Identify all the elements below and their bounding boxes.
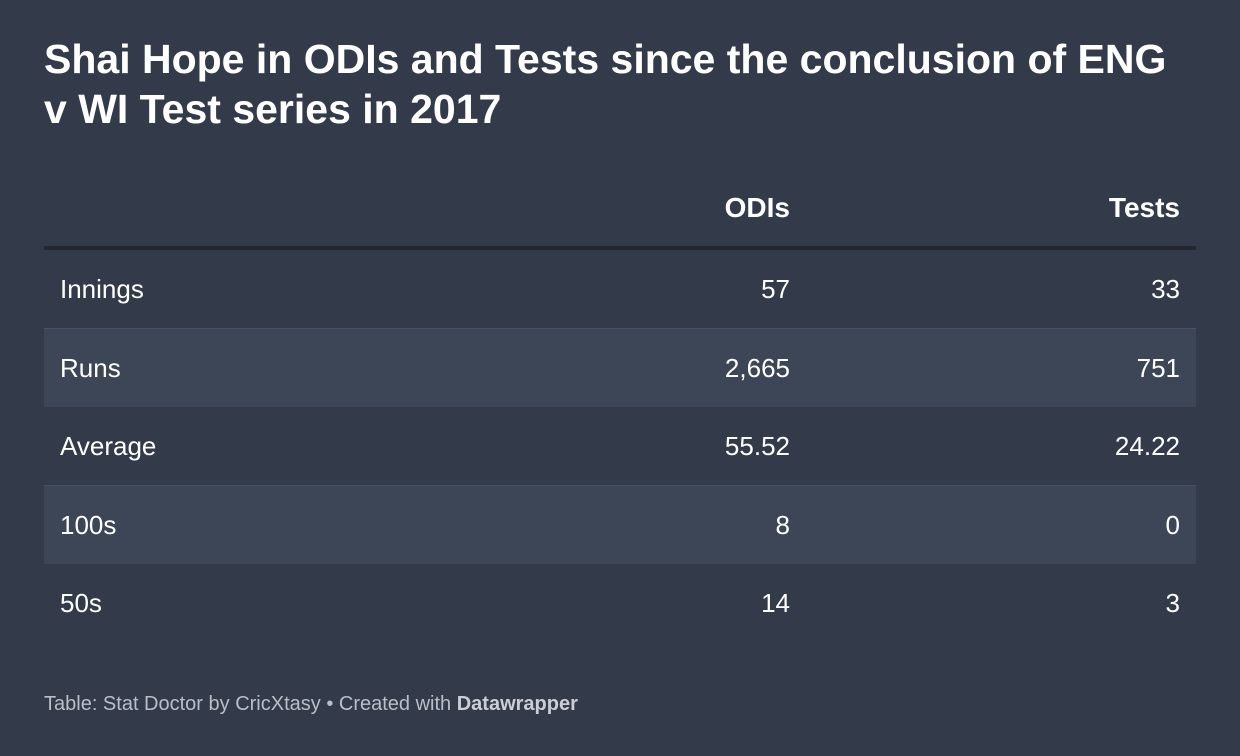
tests-value: 33	[1151, 273, 1180, 304]
row-label: Innings	[60, 273, 144, 304]
table-header-row: ODIs Tests	[44, 180, 1196, 250]
row-label: Average	[60, 430, 157, 461]
header-cell-label	[44, 180, 454, 192]
row-label: 100s	[60, 509, 117, 540]
tests-value: 24.22	[1114, 430, 1180, 461]
page-title: Shai Hope in ODIs and Tests since the co…	[44, 36, 1167, 132]
footer-credit: Table: Stat Doctor by CricXtasy • Create…	[44, 693, 578, 716]
odis-value: 8	[775, 509, 790, 540]
odis-value: 55.52	[724, 430, 790, 461]
table-row: Runs 2,665 751	[44, 328, 1196, 407]
row-label: 50s	[60, 587, 102, 618]
stats-table: ODIs Tests Innings 57 33 Runs 2,665 751 …	[44, 180, 1196, 642]
row-label: Runs	[60, 352, 121, 383]
table-row: Average 55.52 24.22	[44, 407, 1196, 485]
footer-separator: • Created with	[320, 693, 457, 715]
tests-value: 3	[1165, 587, 1180, 618]
table-row: 50s 14 3	[44, 564, 1196, 642]
odis-value: 14	[761, 587, 790, 618]
footer-source: Table: Stat Doctor by CricXtasy	[44, 693, 321, 715]
footer-brand[interactable]: Datawrapper	[456, 693, 578, 715]
odis-value: 57	[761, 273, 790, 304]
table-row: 100s 8 0	[44, 485, 1196, 564]
header-cell-tests: Tests	[1108, 192, 1180, 223]
tests-value: 0	[1165, 509, 1180, 540]
tests-value: 751	[1136, 352, 1180, 383]
header-cell-odis: ODIs	[724, 192, 790, 223]
odis-value: 2,665	[724, 352, 790, 383]
table-row: Innings 57 33	[44, 250, 1196, 328]
